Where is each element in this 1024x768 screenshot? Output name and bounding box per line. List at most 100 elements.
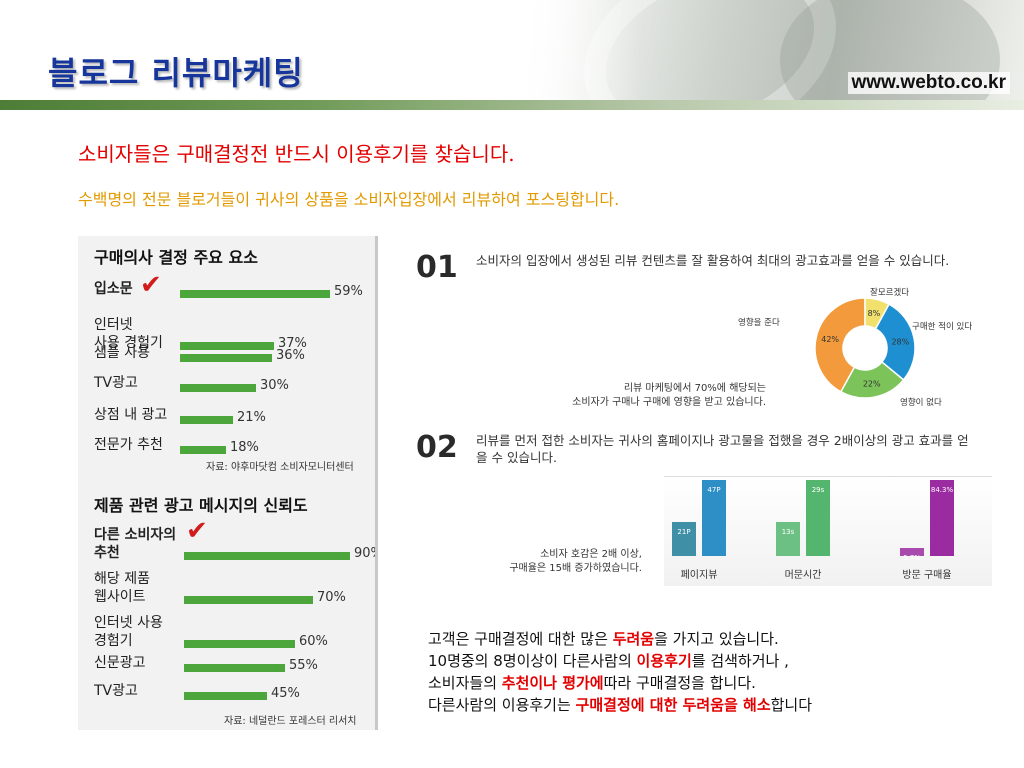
bar-value-label: 90% — [354, 546, 375, 561]
section2-note-line2: 구매율은 15배 증가하였습니다. — [509, 563, 642, 574]
bar — [184, 692, 267, 700]
bar-label: 해당 제품 웹사이트 — [94, 571, 150, 605]
summary-text: 고객은 구매결정에 대한 많은 — [428, 630, 613, 648]
vbar-category-label: 방문 구매율 — [902, 569, 951, 581]
summary-text: 소비자들의 — [428, 674, 502, 692]
bar — [184, 664, 285, 672]
summary-highlight: 이용후기 — [636, 652, 692, 670]
bar — [184, 640, 295, 648]
bar — [184, 596, 313, 604]
section1-note-line2: 소비자가 구매나 구매에 영향을 받고 있습니다. — [572, 397, 766, 408]
summary-highlight: 두려움 — [612, 630, 655, 648]
donut-category-label: 구매한 적이 있다 — [912, 322, 973, 332]
vbar-value-label: 29s — [812, 486, 825, 494]
bar-label: 입소문 — [94, 281, 133, 297]
summary-highlight: 구매결정에 대한 두려움을 해소 — [575, 696, 771, 714]
bar-label: 상점 내 광고 — [94, 407, 168, 423]
bar-label: TV광고 — [94, 375, 138, 391]
section2-number: 02 — [416, 430, 458, 465]
header-photo — [520, 0, 1024, 100]
section1-text: 소비자의 입장에서 생성된 리뷰 컨텐츠를 잘 활용하여 최대의 광고효과를 얻… — [476, 253, 950, 268]
summary-text: 을 가지고 있습니다. — [654, 630, 779, 648]
donut-value-label: 42% — [821, 335, 839, 344]
bar — [180, 354, 272, 362]
header-fade — [520, 0, 640, 100]
page-title: 블로그 리뷰마케팅 — [48, 54, 304, 92]
bar — [180, 446, 226, 454]
vbar — [702, 480, 726, 556]
section1-number: 01 — [416, 250, 458, 285]
section1-note-line1: 리뷰 마케팅에서 70%에 해당되는 — [623, 383, 766, 394]
bar-value-label: 18% — [230, 440, 259, 455]
vbar-chart-svg: 21P 47P 페이지뷰 13s 29s 머문시간 5.7% 84.3% 방문 구매율 — [672, 480, 954, 581]
bar — [184, 552, 350, 560]
bar-label: 인터넷 사용 경험기 — [94, 317, 163, 351]
headline: 소비자들은 구매결정전 반드시 이용후기를 찾습니다. — [78, 142, 515, 166]
check-icon: ✔ — [140, 270, 162, 300]
bar-value-label: 60% — [299, 634, 328, 649]
bar-label: 인터넷 사용 경험기 — [94, 615, 163, 649]
summary-line-2: 10명중의 8명이상이 다른사람의 이용후기를 검색하거나 , — [428, 650, 812, 672]
summary-text: 따라 구매결정을 합니다. — [603, 674, 756, 692]
chart-source: 자료: 야후마닷컴 소비자모니터센터 — [206, 462, 354, 473]
summary-text: 다른사람의 이용후기는 — [428, 696, 576, 714]
bar-chart-title: 제품 관련 광고 메시지의 신뢰도 — [94, 496, 308, 515]
donut-chart: 42% 8% 28% 22% 영향을 준다 잘모르겠다 구매한 적이 있다 영향이 없다 — [738, 286, 990, 416]
summary-line-4: 다른사람의 이용후기는 구매결정에 대한 두려움을 해소합니다 — [428, 694, 812, 716]
bar-label: 신문광고 — [94, 655, 146, 671]
summary-text: 10명중의 8명이상이 다른사람의 — [428, 652, 637, 670]
donut-value-label: 28% — [891, 337, 909, 346]
donut-slice — [874, 303, 916, 381]
vbar — [672, 522, 696, 556]
bar-value-label: 30% — [260, 378, 289, 393]
vbar-value-label: 5.7% — [903, 554, 921, 562]
vbar-chart: 21P 47P 페이지뷰 13s 29s 머문시간 5.7% 84.3% 방문 구매율 — [664, 476, 992, 586]
donut-category-label: 영향이 없다 — [900, 398, 942, 408]
check-icon: ✔ — [186, 516, 208, 546]
bar — [180, 342, 274, 350]
donut-slice — [814, 297, 866, 393]
summary-text: 합니다 — [770, 696, 813, 714]
subline: 수백명의 전문 블로거들이 귀사의 상품을 소비자입장에서 리뷰하여 포스팅합니… — [78, 190, 620, 209]
donut-value-label: 22% — [863, 379, 881, 388]
bar-value-label: 21% — [237, 410, 266, 425]
vbar — [930, 480, 954, 556]
bar — [180, 290, 330, 298]
section2-text: 리뷰를 먼저 접한 소비자는 귀사의 홈페이지나 광고물을 접했을 경우 2배이… — [476, 433, 969, 465]
bar-value-label: 59% — [334, 284, 363, 299]
bar-chart-title: 구매의사 결정 주요 요소 — [94, 248, 258, 267]
section1-note: 리뷰 마케팅에서 70%에 해당되는 소비자가 구매나 구매에 영향을 받고 있… — [496, 382, 766, 410]
donut-value-label: 8% — [868, 309, 881, 318]
summary-highlight: 추천이나 평가에 — [501, 674, 604, 692]
vbar-value-label: 13s — [782, 528, 795, 536]
section2-note: 소비자 호감은 2배 이상, 구매율은 15배 증가하였습니다. — [470, 548, 642, 576]
bar-value-label: 37% — [278, 336, 307, 351]
bar-label: TV광고 — [94, 683, 138, 699]
summary-text: 를 검색하거나 , — [691, 652, 789, 670]
site-url[interactable]: www.webto.co.kr — [847, 72, 1010, 94]
section2-note-line1: 소비자 호감은 2배 이상, — [540, 549, 642, 560]
bar-label: 다른 소비자의 추천 — [94, 527, 177, 561]
bar — [180, 384, 256, 392]
vbar-category-label: 머문시간 — [785, 569, 822, 581]
bar-value-label: 55% — [289, 658, 318, 673]
vbar — [776, 522, 800, 556]
bar — [180, 416, 233, 424]
vbar — [900, 548, 924, 556]
bar-label: 샘플 사용 — [94, 345, 150, 361]
bar-label: 전문가 추천 — [94, 437, 163, 453]
donut-chart-svg: 42% 8% 28% 22% — [814, 297, 916, 399]
chart-source: 자료: 네덜란드 포레스터 리서치 — [224, 716, 357, 727]
vbar-value-label: 47P — [707, 486, 720, 494]
summary-line-3: 소비자들의 추천이나 평가에따라 구매결정을 합니다. — [428, 672, 812, 694]
vbar — [806, 480, 830, 556]
vbar-value-label: 84.3% — [931, 486, 954, 494]
vbar-category-label: 페이지뷰 — [681, 569, 718, 581]
vbar-value-label: 21P — [677, 528, 690, 536]
donut-slice — [839, 360, 905, 399]
header-divider — [0, 100, 1024, 110]
donut-category-label: 잘모르겠다 — [870, 288, 910, 298]
summary-line-1: 고객은 구매결정에 대한 많은 두려움을 가지고 있습니다. — [428, 628, 812, 650]
bar-value-label: 36% — [276, 348, 305, 363]
